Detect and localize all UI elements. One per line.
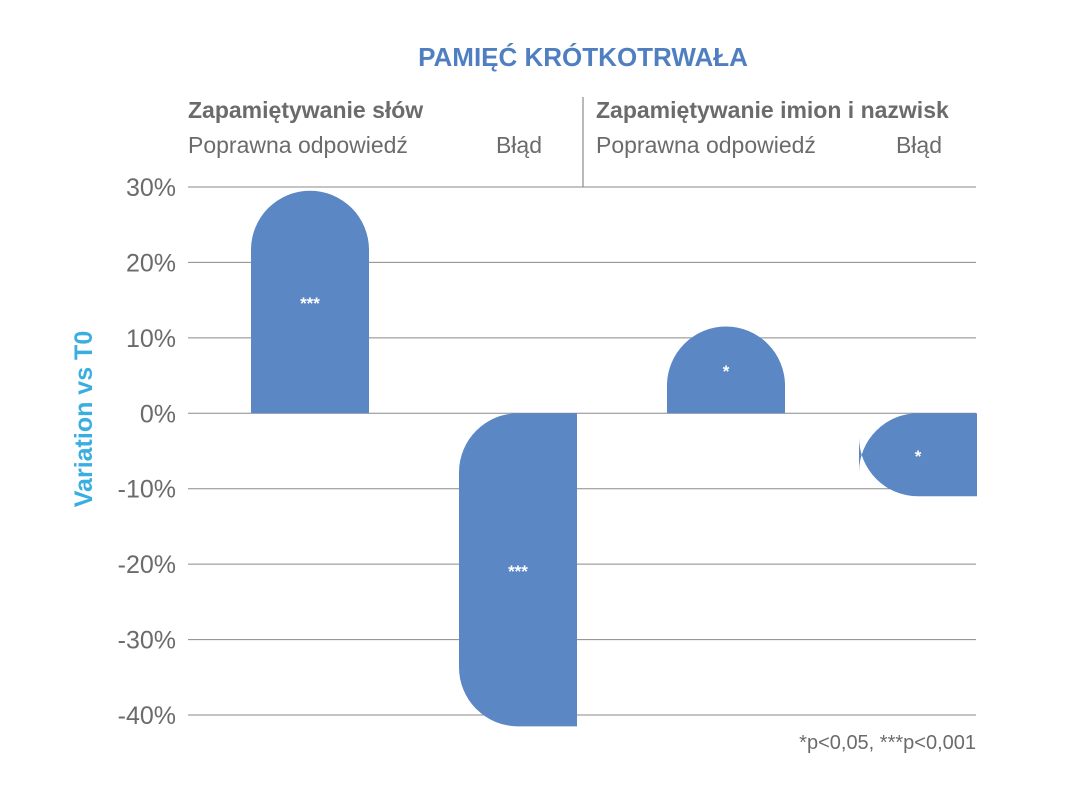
significance-footnote: *p<0,05, ***p<0,001 [799,732,976,754]
bar [251,190,369,414]
y-tick-label: 20% [126,249,176,277]
y-tick-label: 0% [140,400,176,428]
y-tick-labels: 30% 20% 10% 0% -10% -20% -30% -40% [118,174,176,730]
y-tick-label: -40% [118,702,176,730]
group-title-name-memory: Zapamiętywanie imion i nazwisk [596,97,949,123]
category-label: Poprawna odpowiedź [596,132,816,158]
y-tick-label: 10% [126,325,176,353]
y-axis-label: Variation vs T0 [70,331,98,507]
bars [251,190,977,727]
bar-labels: ******** [300,294,922,581]
bar-significance-label: * [915,447,922,466]
bar-significance-label: *** [300,294,320,313]
bar [667,326,785,414]
y-tick-label: -20% [118,551,176,579]
bar [459,413,577,727]
chart-title: PAMIĘĆ KRÓTKOTRWAŁA [418,42,748,72]
group-title-word-memory: Zapamiętywanie słów [188,97,423,123]
y-tick-label: -30% [118,627,176,655]
bar [859,413,977,497]
y-tick-label: -10% [118,476,176,504]
y-tick-label: 30% [126,174,176,202]
category-label: Poprawna odpowiedź [188,132,408,158]
bar-significance-label: * [723,362,730,381]
category-label: Błąd [896,132,942,158]
category-label: Błąd [496,132,542,158]
bar-significance-label: *** [508,562,528,581]
